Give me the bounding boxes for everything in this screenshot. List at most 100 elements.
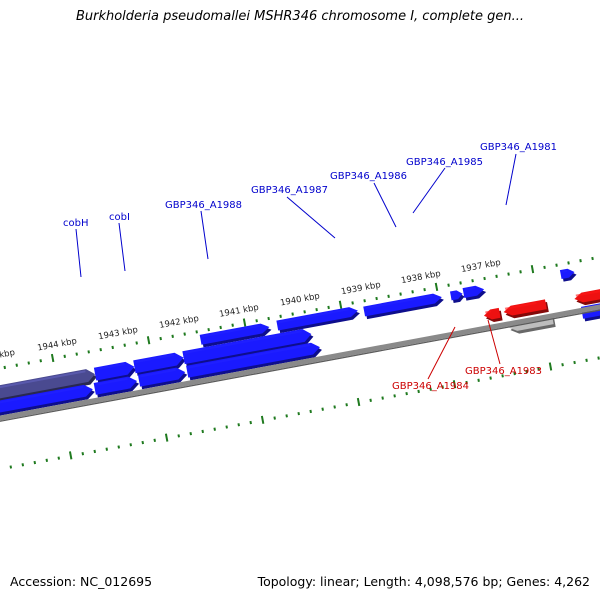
gene-label-leader — [286, 196, 336, 239]
scale-tick — [81, 452, 85, 456]
scale-tick — [231, 323, 234, 327]
gene-label-forward[interactable]: GBP346_A1981 — [480, 142, 557, 153]
scale-label: 1937 kbp — [460, 258, 501, 275]
gene-label-forward[interactable]: cobH — [63, 218, 88, 229]
gene-arrow-reverse[interactable] — [503, 299, 549, 320]
gene-arrow-forward[interactable] — [363, 292, 445, 320]
scale-tick — [27, 361, 30, 365]
scale-tick — [87, 350, 90, 354]
scale-tick — [219, 325, 222, 330]
scale-label: 1943 kbp — [98, 325, 139, 342]
scale-tick — [33, 460, 37, 465]
scale-tick — [135, 341, 138, 345]
scale-tick — [333, 405, 336, 409]
scale-tick — [465, 380, 468, 385]
scale-tick — [255, 319, 258, 323]
scale-tick — [338, 300, 343, 309]
scale-tick — [573, 360, 576, 365]
gene-arrow-forward[interactable] — [276, 305, 360, 334]
scale-tick — [345, 403, 348, 407]
backbone-line-shadow — [0, 271, 600, 456]
gene-arrow-forward[interactable] — [449, 289, 465, 304]
scale-tick — [111, 345, 114, 350]
scale-tick — [146, 336, 151, 345]
gene-labels: cobHcobIGBP346_A1988GBP346_A1987GBP346_A… — [63, 142, 557, 392]
gene-label-leader — [200, 210, 209, 260]
scale-label: 1940 kbp — [279, 291, 320, 308]
scale-tick — [441, 385, 444, 389]
gene-label-forward[interactable]: GBP346_A1986 — [330, 171, 407, 182]
gene-label-reverse[interactable]: GBP346_A1983 — [465, 366, 542, 377]
scale-tick — [530, 265, 535, 274]
scale-tick — [75, 352, 78, 356]
scale-tick — [483, 276, 486, 281]
scale-tick — [447, 283, 450, 287]
scale-tick — [207, 327, 210, 332]
gene-arrow-forward[interactable] — [0, 383, 96, 449]
gene-arrow-forward[interactable] — [93, 375, 140, 398]
scale-tick — [303, 310, 306, 314]
scale-label: 1939 kbp — [340, 280, 381, 297]
gene-arrow-forward[interactable] — [137, 366, 188, 390]
gene-label-reverse[interactable]: GBP346_A1984 — [392, 381, 469, 392]
scale-tick — [351, 301, 354, 305]
gene-arrow-forward[interactable] — [182, 327, 314, 367]
gene-arrow-forward[interactable] — [559, 267, 577, 282]
scale-tick — [327, 305, 330, 310]
gene-arrow-selected[interactable] — [0, 367, 98, 436]
scale-tick — [434, 282, 439, 292]
gene-arrow-forward[interactable] — [186, 341, 323, 381]
scale-tick — [405, 391, 408, 396]
scale-tick — [153, 438, 156, 442]
scale-tick — [356, 397, 361, 407]
scale-label: 1944 kbp — [37, 336, 78, 353]
scale-label: 1945 kbp — [0, 348, 16, 365]
gene-arrow-forward[interactable] — [199, 322, 273, 348]
scale-tick — [297, 411, 300, 416]
gene-label-leader — [487, 319, 501, 365]
gene-label-leader — [75, 228, 82, 278]
gene-label-forward[interactable]: GBP346_A1988 — [165, 200, 242, 211]
gene-arrow-reverse[interactable] — [483, 307, 503, 324]
scale-tick — [189, 431, 192, 436]
scale-tick — [279, 314, 282, 318]
gene-arrow-forward[interactable] — [462, 284, 487, 301]
scale-tick — [3, 365, 7, 370]
gene-label-forward[interactable]: GBP346_A1985 — [406, 157, 483, 168]
gene-arrow-reverse[interactable] — [573, 286, 600, 307]
scale-tick — [164, 433, 169, 442]
scale-tick — [21, 463, 25, 467]
scale-tick — [477, 378, 480, 382]
scale-tick — [543, 265, 546, 270]
gene-label-forward[interactable]: cobI — [109, 212, 130, 223]
scale-tick — [387, 294, 390, 298]
scale-tick — [57, 456, 61, 460]
scale-tick — [417, 389, 420, 394]
gene-arrow-forward[interactable] — [133, 351, 187, 376]
topology-label: Topology: linear; Length: 4,098,576 bp; … — [257, 574, 590, 589]
scale-tick — [459, 281, 462, 285]
scale-tick — [561, 363, 564, 367]
gene-arrow-forward[interactable] — [93, 360, 138, 384]
scale-tick — [177, 434, 180, 438]
scale-tick — [429, 387, 432, 391]
scale-tick — [183, 332, 186, 336]
scale-tick — [117, 445, 121, 449]
scale-tick — [63, 354, 66, 358]
scale-ticks-lower — [0, 356, 600, 471]
scale-tick — [260, 415, 265, 424]
scale-tick — [495, 274, 498, 278]
scale-tick — [99, 347, 102, 352]
scale-tick — [555, 263, 558, 267]
scale-tick — [39, 359, 42, 363]
scale-tick — [171, 334, 174, 338]
scale-tick — [123, 343, 126, 347]
scale-tick — [159, 336, 162, 341]
gene-label-leader — [412, 167, 446, 214]
gene-label-forward[interactable]: GBP346_A1987 — [251, 185, 328, 196]
scale-tick — [597, 356, 600, 360]
scale-tick — [195, 330, 198, 334]
gene-features[interactable] — [0, 250, 600, 463]
scale-tick — [579, 259, 582, 263]
